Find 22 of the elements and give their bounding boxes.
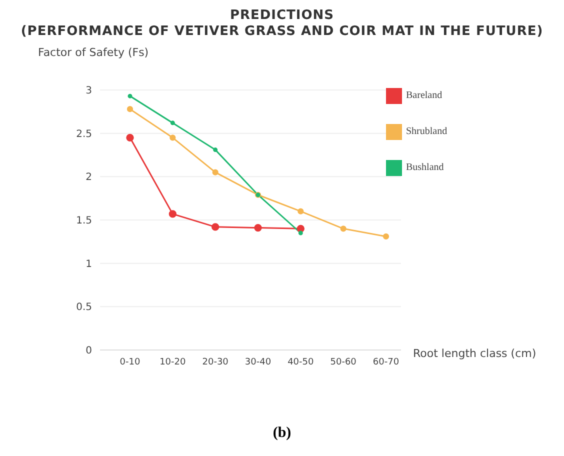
y-tick-label: 1 bbox=[86, 258, 92, 270]
x-tick-label: 0-10 bbox=[120, 357, 140, 368]
y-tick-label: 0 bbox=[86, 346, 92, 357]
x-tick-label: 30-40 bbox=[244, 357, 272, 368]
y-tick-label: 2 bbox=[86, 172, 92, 184]
y-tick-label: 0.5 bbox=[76, 302, 92, 314]
y-tick-label: 3 bbox=[86, 86, 92, 97]
x-tick-label: 10-20 bbox=[160, 357, 186, 368]
x-tick-label: 50-60 bbox=[330, 357, 357, 368]
legend-label: Bareland bbox=[406, 90, 442, 101]
x-tick-label: 20-30 bbox=[202, 357, 229, 368]
x-axis-title: Root length class (cm) bbox=[413, 346, 536, 360]
x-tick-label: 60-70 bbox=[372, 357, 400, 368]
chart-subtitle: (PERFORMANCE OF VETIVER GRASS AND COIR MAT IN THE FUTURE) bbox=[20, 24, 544, 40]
chart-title: PREDICTIONS bbox=[228, 8, 336, 24]
y-axis-title: Factor of Safety (Fs) bbox=[38, 46, 149, 59]
legend-label: Bushland bbox=[406, 162, 444, 173]
text: (b) bbox=[272, 425, 292, 442]
y-tick-label: 2.5 bbox=[76, 128, 92, 140]
y-tick-label: 1.5 bbox=[76, 216, 92, 227]
x-tick-label: 40-50 bbox=[288, 357, 314, 368]
legend-label: Shrubland bbox=[406, 126, 448, 137]
